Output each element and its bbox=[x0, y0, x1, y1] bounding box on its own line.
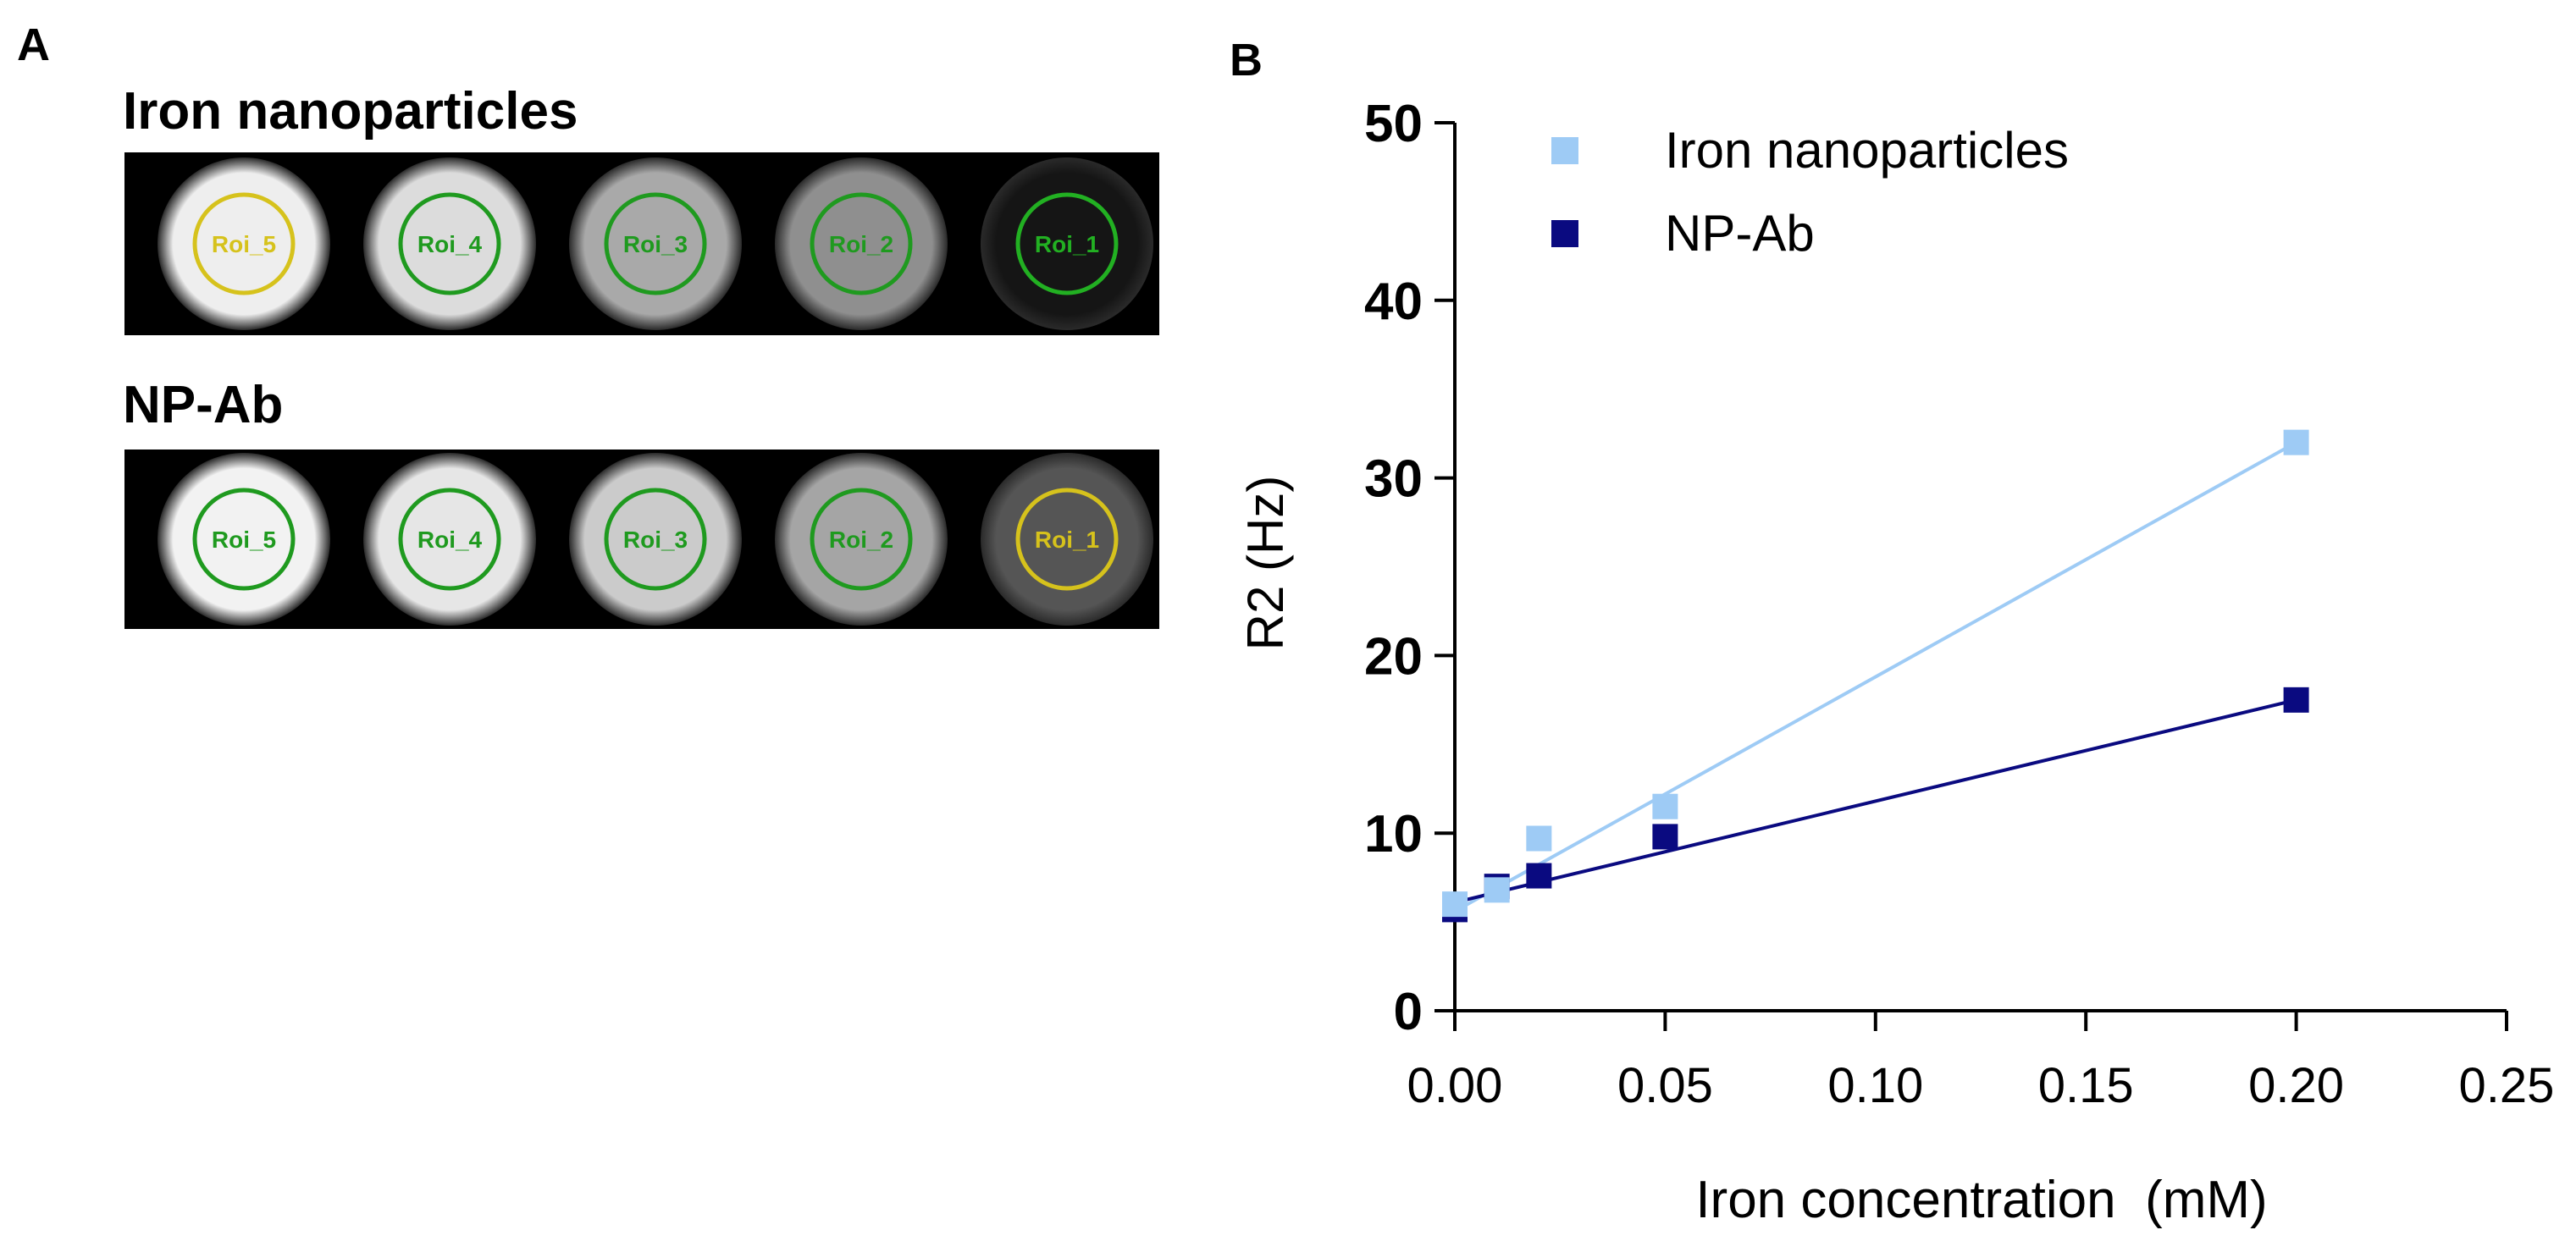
roi-circle bbox=[1015, 488, 1119, 591]
x-axis-label: Iron concentration (mM) bbox=[1695, 1171, 2267, 1229]
y-tick-label: 10 bbox=[1364, 805, 1423, 863]
fit-line bbox=[1454, 440, 2297, 913]
roi-label: Roi_4 bbox=[417, 527, 483, 553]
roi-label: Roi_3 bbox=[623, 231, 688, 257]
chart-legend: Iron nanoparticles NP-Ab bbox=[1551, 122, 2069, 262]
sample-tube bbox=[981, 157, 1153, 330]
roi-label: Roi_5 bbox=[212, 231, 276, 257]
sample-tube bbox=[569, 157, 742, 330]
data-point bbox=[1526, 863, 1552, 889]
mri-strip-image: Roi_5 Roi_4 Roi_3 Roi_2 Roi_1 bbox=[158, 453, 1153, 626]
roi-circle bbox=[1015, 192, 1119, 295]
roi-circle bbox=[192, 192, 296, 295]
roi-circle bbox=[192, 488, 296, 591]
data-point bbox=[1484, 877, 1510, 903]
data-point bbox=[2283, 429, 2309, 455]
roi-label: Roi_2 bbox=[829, 527, 893, 553]
mri-strip-image: Roi_5 Roi_4 Roi_3 Roi_2 Roi_1 bbox=[158, 157, 1153, 330]
x-tick-label: 0.05 bbox=[1617, 1058, 1713, 1113]
x-tick-label: 0.15 bbox=[2038, 1058, 2134, 1113]
legend-marker bbox=[1551, 137, 1578, 164]
panel-b-letter: B bbox=[1230, 35, 1263, 85]
y-tick-label: 30 bbox=[1364, 450, 1423, 509]
roi-label: Roi_2 bbox=[829, 231, 893, 257]
data-point bbox=[1526, 825, 1552, 852]
sample-tube bbox=[363, 157, 536, 330]
sample-tube bbox=[158, 453, 330, 626]
y-tick-label: 0 bbox=[1394, 983, 1423, 1041]
x-tick-label: 0.20 bbox=[2248, 1058, 2344, 1113]
mri-strip-iron-nanoparticles: Roi_5 Roi_4 Roi_3 Roi_2 Roi_1 bbox=[124, 152, 1159, 335]
roi-label: Roi_5 bbox=[212, 527, 276, 553]
data-point bbox=[1652, 793, 1678, 819]
data-point bbox=[2283, 687, 2309, 713]
y-tick-label: 50 bbox=[1364, 95, 1423, 153]
roi-circle bbox=[810, 192, 913, 295]
legend-label: NP-Ab bbox=[1665, 205, 1815, 262]
row-label-iron-nanoparticles: Iron nanoparticles bbox=[123, 82, 578, 141]
legend-label: Iron nanoparticles bbox=[1665, 122, 2069, 179]
x-tick-label: 0.00 bbox=[1407, 1058, 1503, 1113]
roi-circle bbox=[604, 192, 707, 295]
roi-label: Roi_3 bbox=[623, 527, 688, 553]
sample-tube bbox=[569, 453, 742, 626]
fit-lines bbox=[1454, 440, 2297, 913]
row-label-np-ab: NP-Ab bbox=[123, 376, 284, 434]
y-tick-label: 20 bbox=[1364, 627, 1423, 686]
x-tick-label: 0.10 bbox=[1827, 1058, 1923, 1113]
panel-a-letter: A bbox=[17, 19, 50, 70]
fit-line bbox=[1454, 698, 2297, 904]
roi-circle bbox=[810, 488, 913, 591]
roi-circle bbox=[398, 192, 501, 295]
sample-tube bbox=[158, 157, 330, 330]
sample-tube bbox=[775, 157, 948, 330]
roi-circle bbox=[398, 488, 501, 591]
y-axis-label: R2 (Hz) bbox=[1237, 476, 1294, 651]
roi-label: Roi_1 bbox=[1035, 527, 1099, 553]
roi-circle bbox=[604, 488, 707, 591]
mri-strip-np-ab: Roi_5 Roi_4 Roi_3 Roi_2 Roi_1 bbox=[124, 450, 1159, 629]
data-point bbox=[1652, 824, 1678, 850]
data-point bbox=[1442, 891, 1468, 918]
sample-tube bbox=[775, 453, 948, 626]
sample-tube bbox=[981, 453, 1153, 626]
data-points bbox=[1442, 429, 2309, 923]
y-tick-label: 40 bbox=[1364, 273, 1423, 331]
roi-label: Roi_1 bbox=[1035, 231, 1099, 257]
legend-marker bbox=[1551, 220, 1578, 247]
x-tick-label: 0.25 bbox=[2459, 1058, 2555, 1113]
chart-axes: 0 10 20 30 40 50 0.00 0.05 0.10 0.15 0.20 0.25 bbox=[1364, 95, 2554, 1113]
sample-tube bbox=[363, 453, 536, 626]
roi-label: Roi_4 bbox=[417, 231, 483, 257]
